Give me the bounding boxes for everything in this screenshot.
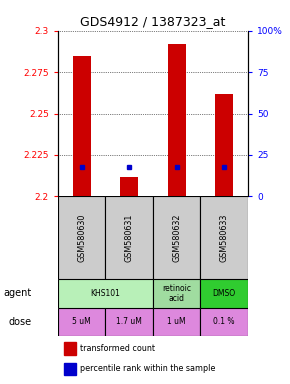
Bar bbox=[106, 308, 153, 336]
Text: KHS101: KHS101 bbox=[90, 289, 120, 298]
Text: GSM580633: GSM580633 bbox=[220, 214, 229, 262]
Text: 1.7 uM: 1.7 uM bbox=[116, 318, 142, 326]
Bar bbox=[168, 44, 186, 196]
Text: GSM580631: GSM580631 bbox=[125, 214, 134, 262]
Text: DMSO: DMSO bbox=[213, 289, 236, 298]
Text: 0.1 %: 0.1 % bbox=[213, 318, 235, 326]
Text: 5 uM: 5 uM bbox=[72, 318, 91, 326]
Text: GSM580632: GSM580632 bbox=[172, 214, 181, 262]
Bar bbox=[153, 279, 200, 308]
Text: retinoic
acid: retinoic acid bbox=[162, 284, 191, 303]
Text: 1 uM: 1 uM bbox=[167, 318, 186, 326]
Text: GSM580630: GSM580630 bbox=[77, 214, 86, 262]
Bar bbox=[58, 308, 106, 336]
Bar bbox=[73, 56, 91, 196]
Bar bbox=[215, 94, 233, 196]
Bar bbox=[200, 308, 248, 336]
Bar bbox=[200, 279, 248, 308]
Text: dose: dose bbox=[9, 317, 32, 327]
Bar bbox=[106, 196, 153, 279]
Bar bbox=[64, 342, 76, 355]
Bar bbox=[120, 177, 138, 196]
Bar bbox=[153, 196, 200, 279]
Text: transformed count: transformed count bbox=[80, 344, 155, 353]
Bar bbox=[58, 279, 153, 308]
Text: agent: agent bbox=[4, 288, 32, 298]
Bar bbox=[58, 196, 106, 279]
Bar bbox=[64, 362, 76, 375]
Bar bbox=[200, 196, 248, 279]
Text: percentile rank within the sample: percentile rank within the sample bbox=[80, 364, 215, 373]
Title: GDS4912 / 1387323_at: GDS4912 / 1387323_at bbox=[80, 15, 226, 28]
Bar bbox=[153, 308, 200, 336]
